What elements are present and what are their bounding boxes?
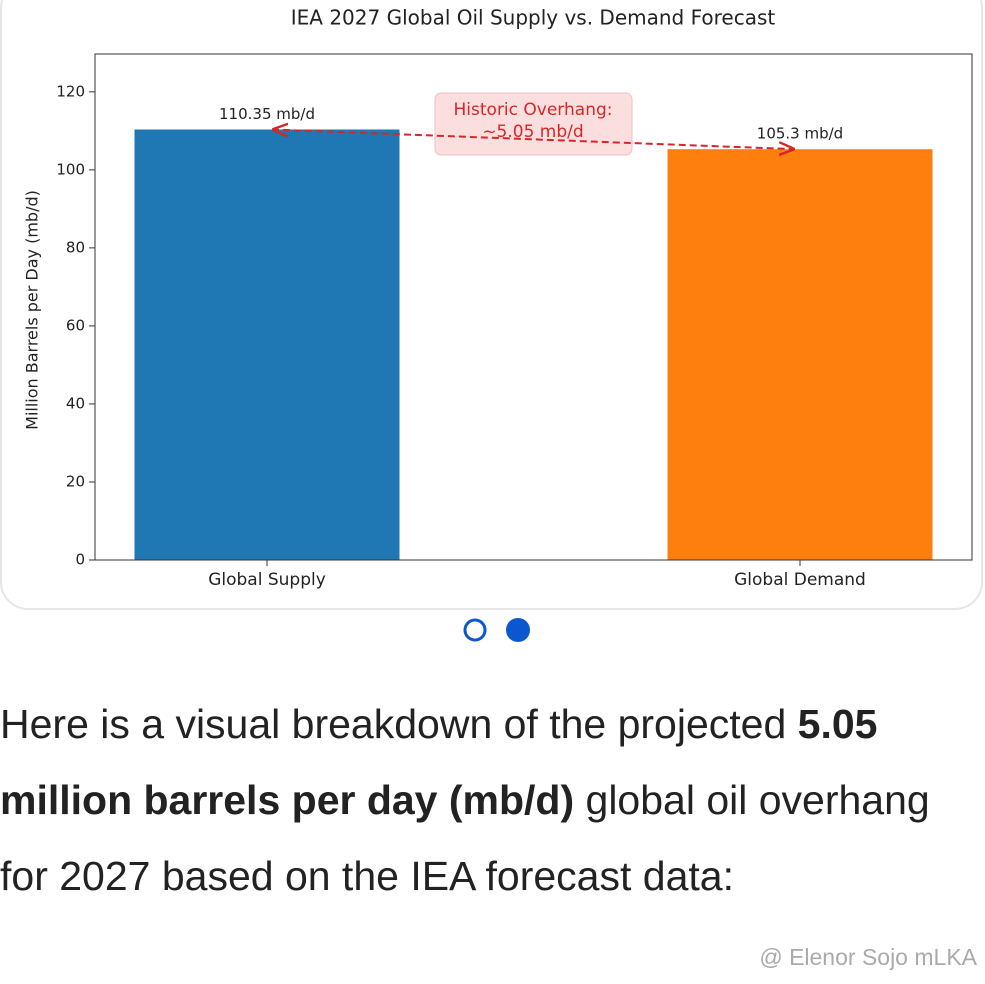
chart-title: IEA 2027 Global Oil Supply vs. Demand Fo… <box>291 6 776 30</box>
description: Here is a visual breakdown of the projec… <box>0 686 985 914</box>
page-dot[interactable] <box>463 618 487 642</box>
watermark: @ Elenor Sojo mLKA <box>759 944 977 970</box>
plot-frame <box>94 53 973 561</box>
chart-card <box>0 0 983 610</box>
bold-text: 5.05 million barrels per day (mb/d) <box>0 701 878 823</box>
x-tick-label: Global Supply <box>208 570 326 590</box>
bar <box>134 129 400 560</box>
x-tick-label: Global Demand <box>734 570 866 590</box>
value-label: 110.35 mb/d <box>219 105 315 123</box>
y-tick-label: 20 <box>66 472 85 490</box>
text: Here is a visual breakdown of the projec… <box>0 701 798 747</box>
y-tick-label: 40 <box>66 394 85 412</box>
y-axis-label: Million Barrels per Day (mb/d) <box>23 190 42 430</box>
y-tick-label: 120 <box>56 82 85 100</box>
y-tick-label: 0 <box>75 551 85 569</box>
page-dot-active[interactable] <box>506 618 530 642</box>
bar <box>667 149 933 560</box>
value-label: 105.3 mb/d <box>757 125 843 143</box>
annotation-text: Historic Overhang: <box>454 100 613 120</box>
y-tick-label: 100 <box>56 160 85 178</box>
annotation-text: ~5.05 mb/d <box>482 122 583 142</box>
y-tick-label: 80 <box>66 238 85 256</box>
y-tick-label: 60 <box>66 316 85 334</box>
text: global oil overhang for 2027 based on th… <box>0 777 930 899</box>
chart: IEA 2027 Global Oil Supply vs. Demand Fo… <box>23 6 973 642</box>
